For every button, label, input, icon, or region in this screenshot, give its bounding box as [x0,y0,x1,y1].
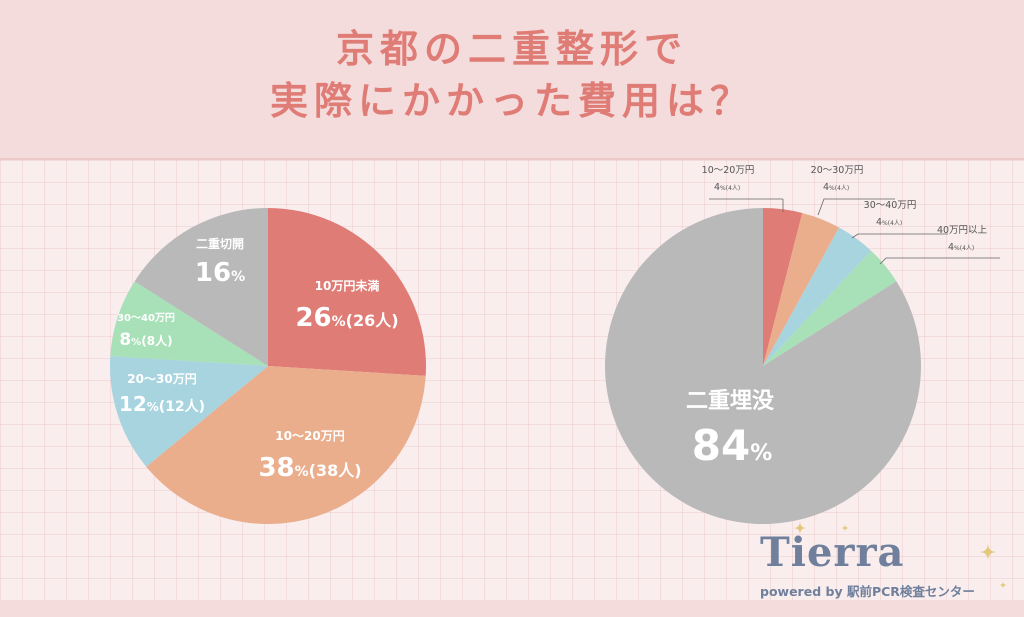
pie-left-percent-3-count: (8人) [141,333,172,348]
pie-left-percent-2: 12%(12人) [119,392,205,416]
pie-left-slice-1 [146,366,426,524]
pie-right-slice-1 [763,212,840,366]
pie-left-percent-3-unit: % [131,337,141,348]
pie-left-slice-2 [110,356,268,467]
sparkle-icon-3 [999,581,1007,589]
pie-right-callout-label-2: 30〜40万円 [864,200,917,211]
pie-left-percent-3-value: 8 [119,330,131,350]
pie-left-percent-1-count: (38人) [309,461,362,480]
pie-right-slice-0 [763,208,803,366]
pie-right: 10〜20万円4%(4人)20〜30万円4%(4人)30〜40万円4%(4人)4… [604,165,1000,524]
pie-right-percent-4: 84% [692,421,773,470]
pie-left-percent-2-unit: % [147,400,159,414]
sparkle-icon-0 [793,521,807,535]
pie-right-slice-3 [763,250,897,366]
pie-left-label-0: 10万円未満 [315,278,380,293]
pie-left-slice-0 [268,208,426,376]
pie-right-callout-percent-1-value: 4 [823,182,829,193]
pie-right-callout-percent-3-unit: % [954,245,960,252]
sparkle-icon-1 [979,543,997,561]
tierra-logo: Tierra powered by 駅前PCR検査センター [752,525,1012,603]
pie-right-callout-percent-2-value: 4 [876,217,882,228]
pie-right-callout-label-0: 10〜20万円 [702,165,755,176]
pie-left-label-3: 30〜40万円 [117,312,175,324]
pie-right-callout-percent-0-count: (4人) [726,185,741,192]
pie-left-label-1: 10〜20万円 [275,429,344,443]
logo-tagline: powered by 駅前PCR検査センター [760,584,975,599]
pie-left-slice-4 [134,208,268,366]
pie-right-callout-percent-0-value: 4 [714,182,720,193]
pie-left-percent-0-value: 26 [295,303,331,333]
sparkle-icon-2 [841,524,849,532]
page-title-line1: 京都の二重整形で [335,27,688,71]
logo-wordmark: Tierra [760,529,905,576]
pie-left-percent-1-unit: % [295,464,309,480]
pie-left-percent-1-value: 38 [258,453,294,483]
pie-left-percent-2-value: 12 [119,392,147,416]
pie-right-callout-percent-0: 4%(4人) [714,182,740,193]
pie-right-callout-label-1: 20〜30万円 [811,165,864,176]
pie-left-percent-0: 26%(26人) [295,303,398,333]
header-banner: 京都の二重整形で 実際にかかった費用は？ [0,0,1024,160]
pie-right-callout-percent-3-value: 4 [948,242,954,253]
pie-right-callout-percent-1-unit: % [829,185,835,192]
pie-right-callout-percent-1-count: (4人) [835,185,850,192]
pie-left-percent-3: 8%(8人) [119,330,172,350]
footer-band [0,600,1024,617]
pie-right-callout-percent-3: 4%(4人) [948,242,974,253]
pie-right-percent-4-unit: % [750,441,772,466]
pie-left-percent-1: 38%(38人) [258,453,361,483]
pie-left-percent-4: 16% [195,258,245,288]
pie-right-callout-percent-2: 4%(4人) [876,217,902,228]
pie-left-percent-0-unit: % [332,314,346,330]
pie-left-percent-2-count: (12人) [159,398,205,415]
pie-right-callout-line-1 [817,198,895,216]
pie-left-label-2: 20〜30万円 [127,372,196,386]
pie-right-callout-line-2 [851,233,948,239]
pie-left-slice-3 [110,281,269,366]
pie-right-callout-percent-3-count: (4人) [960,245,975,252]
pie-right-percent-4-value: 84 [692,421,750,470]
pie-right-callout-percent-0-unit: % [720,185,726,192]
pie-left-label-4: 二重切開 [196,236,244,251]
pie-right-slice-2 [763,227,872,366]
page-title-line2: 実際にかかった費用は？ [269,79,754,123]
pie-left-percent-0-count: (26人) [346,311,399,330]
pie-left-percent-4-unit: % [231,269,245,285]
pie-right-callout-percent-2-unit: % [882,220,888,227]
pie-right-callout-line-3 [879,257,1000,265]
pie-left-percent-4-value: 16 [195,258,231,288]
pie-right-label-4: 二重埋没 [686,389,775,414]
pie-left: 10万円未満26%(26人)10〜20万円38%(38人)20〜30万円12%(… [110,208,426,524]
pie-right-callout-label-3: 40万円以上 [937,225,988,236]
pie-right-callout-percent-2-count: (4人) [888,220,903,227]
pie-right-slice-4 [604,208,921,524]
pie-right-callout-percent-1: 4%(4人) [823,182,849,193]
